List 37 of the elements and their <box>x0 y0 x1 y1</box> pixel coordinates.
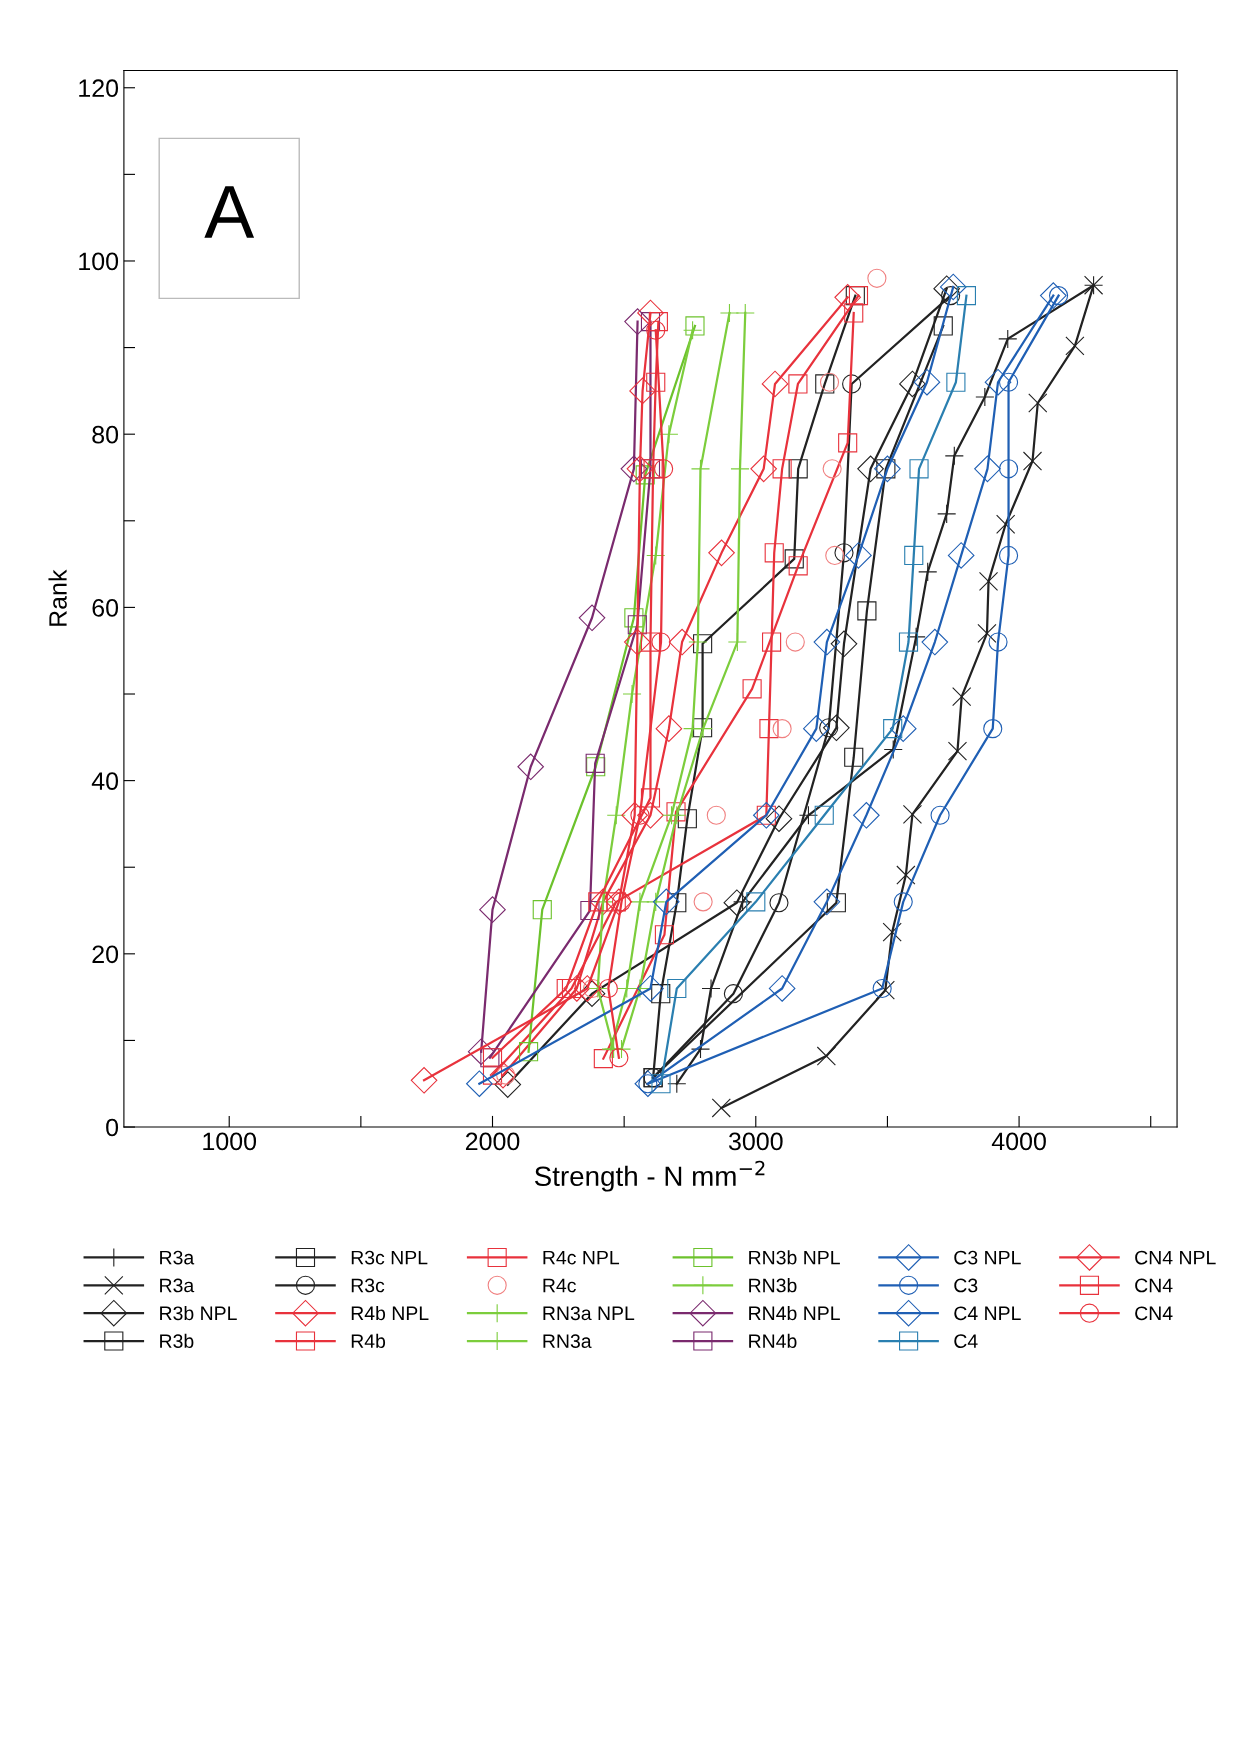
legend-label: R4b <box>351 1333 386 1349</box>
y-tick-label: 0 <box>106 1118 119 1137</box>
legend-label: CN4 <box>1135 1278 1173 1293</box>
y-tick-label: 100 <box>79 252 119 271</box>
legend-label: RN3b NPL <box>749 1250 840 1265</box>
legend-label: RN4b <box>749 1333 797 1349</box>
legend-label: R3b NPL <box>160 1305 237 1321</box>
legend-label: RN3b <box>749 1278 797 1293</box>
annotation: A <box>204 186 255 238</box>
legend-label: R3b <box>160 1333 194 1349</box>
y-tick-label: 20 <box>92 945 119 964</box>
y-axis-title: Rank <box>48 569 67 626</box>
x-tick-label: 1000 <box>203 1132 257 1151</box>
legend-label: C3 NPL <box>954 1250 1021 1265</box>
x-tick-label: 2000 <box>465 1132 520 1151</box>
x-axis-title: Strength - N mm$^{−2}$ <box>534 1160 765 1192</box>
y-tick-label: 60 <box>92 599 119 617</box>
legend-label: R4b NPL <box>351 1305 429 1321</box>
legend-label: R3a <box>160 1278 195 1293</box>
legend-label: C4 NPL <box>954 1306 1021 1321</box>
x-tick-label: 4000 <box>991 1132 1046 1151</box>
y-tick-label: 80 <box>92 425 119 444</box>
y-tick-label: 40 <box>91 772 119 790</box>
legend-label: RN4b NPL <box>749 1305 840 1321</box>
legend-label: R3a <box>160 1250 195 1265</box>
legend-label: C4 <box>954 1334 978 1349</box>
legend-label: R3c <box>351 1278 385 1293</box>
legend-label: RN3a <box>543 1334 592 1349</box>
x-tick-label: 3000 <box>728 1132 783 1151</box>
y-tick-label: 120 <box>79 79 119 98</box>
legend-label: RN3a NPL <box>543 1306 635 1321</box>
legend-label: CN4 NPL <box>1135 1250 1216 1265</box>
legend-label: R4c <box>543 1278 576 1293</box>
legend-label: R4c NPL <box>543 1250 620 1265</box>
legend-label: C3 <box>954 1278 978 1293</box>
legend-label: R3c NPL <box>351 1250 428 1265</box>
legend-label: CN4 <box>1135 1306 1173 1321</box>
